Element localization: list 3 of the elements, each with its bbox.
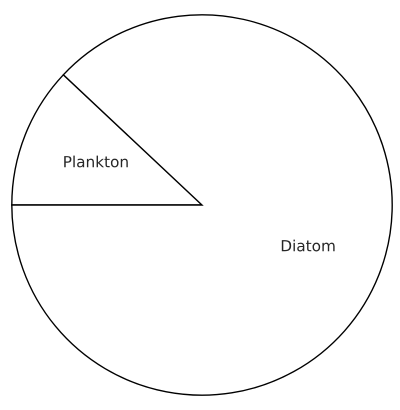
- slice-label: Diatom: [282, 240, 335, 252]
- slice-label: Plankton: [64, 156, 128, 168]
- pie-slice: [11, 14, 393, 396]
